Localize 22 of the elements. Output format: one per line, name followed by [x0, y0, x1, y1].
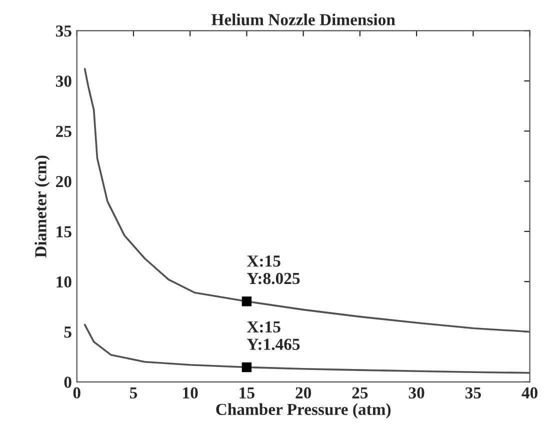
x-tick-label: 30 — [408, 387, 424, 399]
y-tick-label: 0 — [64, 376, 72, 388]
y-tick-label: 25 — [56, 126, 72, 138]
x-tick-label: 40 — [522, 387, 538, 399]
y-tick-label: 30 — [56, 76, 72, 87]
x-tick-label: 10 — [183, 387, 198, 399]
x-axis-title: Chamber Pressure (atm) — [216, 403, 391, 418]
y-tick-label: 15 — [56, 226, 72, 238]
x-tick-label: 15 — [240, 387, 254, 399]
annotation: X:15 Y:8.025 — [247, 256, 300, 284]
x-tick-label: 25 — [352, 387, 368, 399]
x-tick-label: 5 — [130, 387, 138, 399]
y-tick-label: 10 — [56, 276, 72, 288]
x-tick-label: 0 — [73, 387, 80, 399]
x-tick-label: 20 — [296, 387, 312, 399]
y-axis-title: Diameter (cm) — [34, 156, 50, 258]
annotation: X:15 Y:1.465 — [247, 321, 300, 350]
y-tick-label: 35 — [56, 25, 72, 37]
y-tick-label: 20 — [56, 176, 72, 188]
y-tick-label: 5 — [64, 326, 72, 338]
chart-title: Helium Nozzle Dimension — [211, 14, 396, 26]
x-tick-label: 35 — [465, 387, 481, 399]
